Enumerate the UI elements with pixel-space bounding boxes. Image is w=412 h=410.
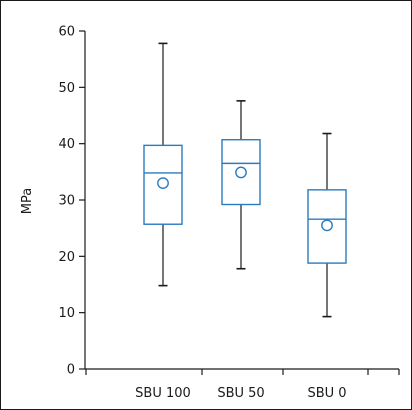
- boxes: [143, 42, 347, 318]
- x-ticks: SBU 100 SBU 50 SBU 0: [85, 369, 400, 401]
- x-tick-label: SBU 0: [307, 386, 346, 401]
- y-tick-label: 30: [58, 194, 75, 209]
- x-tick-label: SBU 50: [217, 386, 264, 401]
- box-sbu-0: [307, 132, 347, 318]
- y-tick-label: 60: [58, 25, 75, 40]
- y-axis-title: MPa: [20, 188, 35, 214]
- mean-marker: [321, 219, 333, 232]
- box-sbu-100: [143, 42, 183, 287]
- box-sbu-50: [221, 100, 261, 270]
- y-tick-label: 10: [58, 306, 75, 321]
- y-tick-label: 40: [58, 137, 75, 152]
- y-tick-label: 50: [58, 81, 75, 96]
- y-ticks: 0 10 20 30 40 50 60: [58, 25, 85, 378]
- mean-marker: [235, 166, 247, 179]
- x-tick-label: SBU 100: [135, 386, 191, 401]
- mean-marker: [157, 177, 169, 190]
- y-tick-label: 0: [67, 363, 75, 378]
- y-tick-label: 20: [58, 250, 75, 265]
